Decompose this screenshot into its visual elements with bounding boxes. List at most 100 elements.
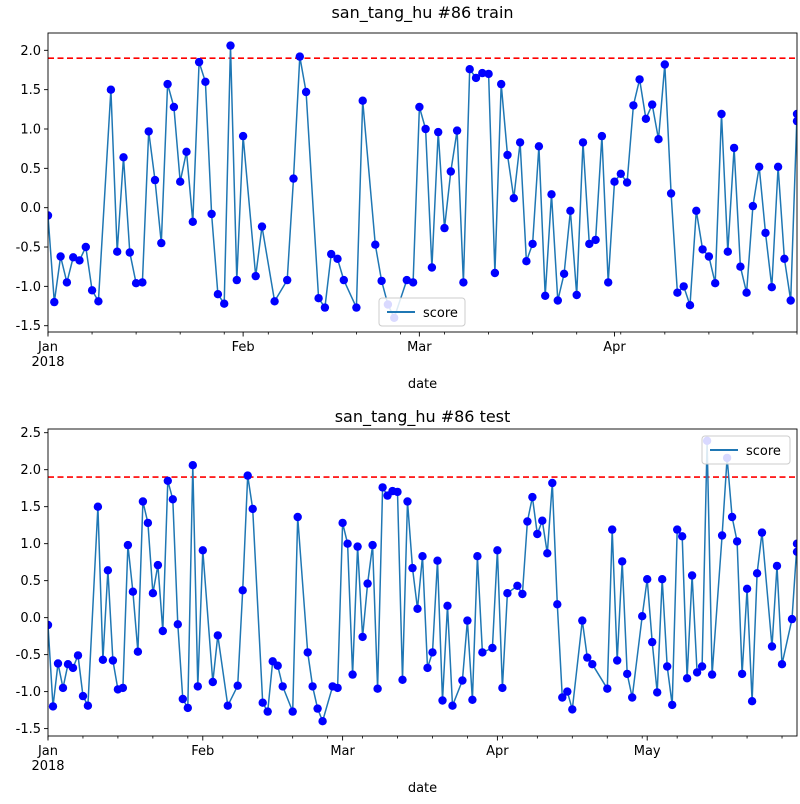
data-point: [288, 707, 297, 716]
data-point: [270, 297, 279, 306]
data-point: [498, 683, 507, 693]
plot-area: [48, 436, 797, 726]
data-point: [377, 276, 386, 286]
data-point: [628, 693, 637, 702]
data-point: [748, 201, 758, 211]
data-point: [478, 68, 487, 78]
data-point: [158, 626, 167, 636]
x-tick-label: Feb: [232, 340, 255, 355]
data-point: [448, 701, 457, 710]
data-point: [641, 114, 651, 124]
data-point: [303, 648, 312, 657]
data-point: [559, 269, 569, 278]
data-point: [153, 560, 163, 570]
data-point: [293, 512, 302, 522]
data-point: [53, 659, 63, 668]
data-point: [278, 682, 287, 691]
data-point: [83, 701, 93, 710]
data-point: [547, 190, 556, 199]
data-point: [755, 162, 764, 171]
data-point: [509, 194, 518, 203]
data-point: [660, 60, 669, 69]
data-point: [238, 586, 247, 595]
data-point: [188, 217, 197, 226]
data-point: [666, 189, 676, 198]
data-point: [138, 497, 148, 506]
data-point: [629, 101, 638, 110]
data-point: [543, 549, 552, 558]
data-point: [648, 637, 657, 647]
data-point: [742, 584, 752, 593]
data-point: [398, 675, 407, 684]
data-point: [658, 575, 667, 584]
data-point: [653, 688, 662, 697]
data-point: [301, 87, 311, 97]
data-point: [578, 616, 587, 625]
x-tick-label: Feb: [191, 744, 214, 759]
chart-title: san_tang_hu #86 train: [331, 3, 513, 23]
data-point: [616, 169, 625, 178]
data-point: [742, 288, 751, 297]
data-point: [711, 279, 720, 288]
y-tick-label: 1.0: [20, 122, 41, 137]
data-point: [263, 707, 272, 716]
data-point: [58, 683, 68, 693]
data-point: [338, 518, 347, 528]
data-point: [757, 528, 767, 537]
data-point: [283, 275, 292, 285]
data-point: [243, 471, 252, 480]
y-tick-label: 1.0: [20, 537, 41, 552]
data-point: [553, 600, 562, 609]
data-point: [193, 682, 202, 691]
data-point: [780, 254, 789, 263]
data-point: [415, 102, 424, 112]
data-point: [343, 539, 352, 548]
data-point: [591, 235, 600, 245]
data-point: [786, 296, 795, 305]
data-point: [673, 288, 682, 297]
data-point: [251, 271, 260, 281]
data-point: [572, 290, 581, 300]
data-point: [78, 691, 88, 701]
data-point: [94, 297, 103, 306]
y-tick-label: 0.5: [20, 574, 41, 589]
data-point: [704, 252, 714, 261]
data-point: [585, 239, 594, 249]
x-axis-label: date: [408, 377, 437, 392]
data-point: [648, 100, 657, 109]
data-point: [418, 552, 427, 561]
data-point: [792, 547, 797, 556]
data-point: [173, 620, 182, 629]
series-line: [48, 440, 797, 722]
data-point: [408, 278, 418, 287]
data-point: [533, 529, 542, 539]
data-point: [108, 656, 118, 665]
data-point: [133, 647, 143, 656]
data-point: [528, 239, 537, 249]
x-tick-sublabel: 2018: [31, 759, 64, 774]
data-point: [767, 283, 776, 292]
data-point: [583, 653, 592, 662]
data-point: [48, 702, 58, 711]
y-tick-label: 2.0: [20, 463, 41, 478]
data-point: [638, 612, 647, 621]
data-point: [423, 663, 432, 673]
data-point: [258, 698, 267, 707]
data-point: [188, 461, 197, 470]
data-point: [736, 262, 745, 271]
data-point: [223, 701, 232, 710]
data-point: [772, 561, 782, 571]
data-point: [313, 704, 322, 713]
data-point: [732, 537, 742, 546]
data-point: [534, 142, 544, 151]
data-point: [220, 299, 229, 308]
data-point: [687, 571, 697, 580]
data-point: [378, 483, 387, 492]
data-point: [428, 648, 437, 657]
legend-box: [378, 297, 466, 327]
data-point: [604, 278, 613, 287]
data-point: [119, 153, 128, 162]
data-point: [143, 518, 153, 528]
legend-box: [701, 435, 791, 465]
data-point: [685, 301, 695, 310]
